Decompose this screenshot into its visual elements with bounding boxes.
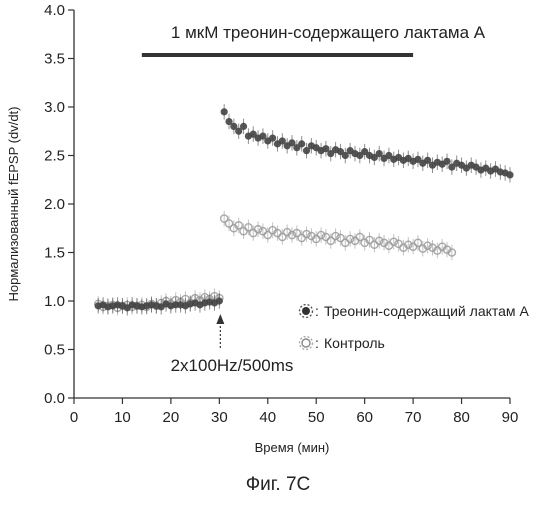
legend-marker-control [300, 337, 313, 350]
series-layer [95, 104, 514, 315]
x-tick-label: 80 [453, 409, 470, 426]
data-point [414, 235, 421, 251]
y-tick-label: 0.5 [44, 342, 65, 359]
figure-caption: Фиг. 7C [246, 474, 311, 495]
legend-label-treatment: Треонин-содержащий лактам А [324, 303, 529, 319]
data-point [225, 216, 232, 232]
y-tick-label: 1.0 [44, 293, 65, 310]
y-tick-label: 2.5 [44, 148, 65, 165]
legend-colon-2: : [315, 335, 319, 351]
x-tick-label: 10 [114, 409, 131, 426]
stimulus-arrow-head [216, 314, 224, 324]
y-tick-label: 0.0 [44, 390, 65, 407]
data-point [342, 235, 349, 251]
x-tick-label: 0 [70, 409, 78, 426]
y-tick-label: 3.0 [44, 99, 65, 116]
x-tick-label: 30 [211, 409, 228, 426]
y-ticks: 0.0 0.5 1.0 1.5 2.0 2.5 3.0 3.5 4.0 [44, 2, 74, 407]
x-tick-label: 70 [405, 409, 422, 426]
legend-label-control: Контроль [324, 335, 385, 351]
series-control [95, 211, 456, 316]
stimulus-label: 2x100Hz/500ms [171, 356, 294, 375]
y-axis-title: Нормализованный fEPSP (dv/dt) [6, 107, 21, 302]
x-tick-label: 90 [502, 409, 519, 426]
x-tick-label: 40 [259, 409, 276, 426]
stimulus-arrow [216, 314, 224, 348]
x-axis-title: Время (мин) [255, 440, 330, 455]
treatment-label: 1 мкМ треонин-содержащего лактама А [171, 23, 486, 42]
x-tick-label: 20 [163, 409, 180, 426]
data-point [298, 230, 305, 246]
data-point [506, 167, 513, 183]
y-tick-label: 1.5 [44, 245, 65, 262]
data-point [264, 227, 271, 243]
x-ticks: 0 10 20 30 40 50 60 70 80 90 [70, 398, 519, 426]
data-point [371, 237, 378, 253]
data-point [279, 229, 286, 245]
data-point [240, 223, 247, 239]
data-point [221, 104, 228, 120]
data-point [245, 220, 252, 236]
y-tick-label: 3.5 [44, 51, 65, 68]
legend: : Треонин-содержащий лактам А : Контроль [300, 303, 530, 351]
series-treatment [95, 104, 514, 315]
data-point [356, 229, 363, 245]
x-tick-label: 60 [356, 409, 373, 426]
data-point [250, 225, 257, 241]
y-tick-label: 2.0 [44, 196, 65, 213]
y-tick-label: 4.0 [44, 2, 65, 19]
legend-marker-treatment [300, 305, 313, 318]
data-point [327, 233, 334, 249]
data-point [221, 211, 228, 227]
x-tick-label: 50 [308, 409, 325, 426]
legend-colon-1: : [315, 303, 319, 319]
